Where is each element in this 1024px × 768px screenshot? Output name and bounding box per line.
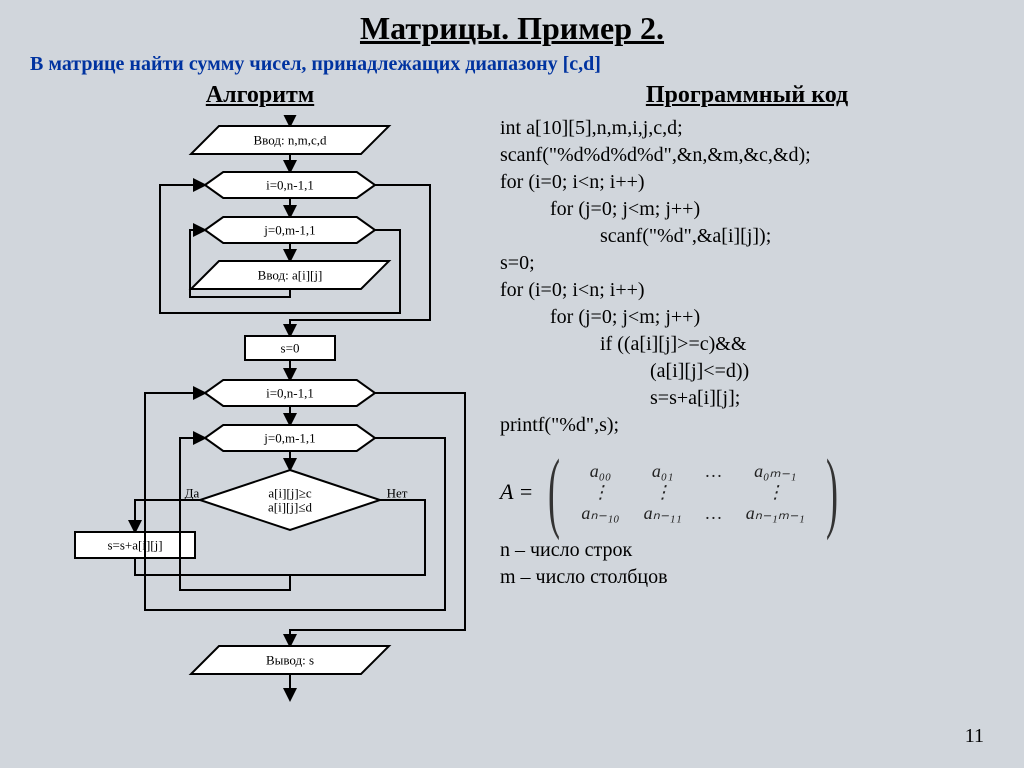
svg-text:Нет: Нет	[387, 486, 408, 501]
code-listing: int a[10][5],n,m,i,j,c,d; scanf("%d%d%d%…	[500, 115, 994, 439]
paren-left-icon: (	[548, 457, 560, 527]
page-number: 11	[965, 725, 984, 748]
code-heading: Программный код	[500, 82, 994, 109]
slide: Матрицы. Пример 2. В матрице найти сумму…	[0, 0, 1024, 768]
svg-text:Вывод: s: Вывод: s	[266, 653, 314, 668]
svg-text:s=0: s=0	[281, 341, 300, 356]
paren-right-icon: )	[826, 457, 838, 527]
svg-text:a[i][j]≤d: a[i][j]≤d	[268, 500, 312, 515]
svg-text:j=0,m-1,1: j=0,m-1,1	[263, 223, 315, 238]
svg-text:Ввод: n,m,c,d: Ввод: n,m,c,d	[254, 133, 327, 148]
matrix-display: A = ( a₀₀a₀₁…a₀ₘ₋₁⋮⋮⋮aₙ₋₁₀aₙ₋₁₁…aₙ₋₁ₘ₋₁ …	[500, 457, 994, 527]
svg-text:Да: Да	[185, 486, 200, 501]
algorithm-heading: Алгоритм	[30, 82, 490, 109]
svg-text:a[i][j]≥c: a[i][j]≥c	[268, 485, 311, 500]
matrix-label: A =	[500, 479, 539, 505]
flowchart-diagram: Ввод: n,m,c,d i=0,n-1,1 j=0,m-1,1 Ввод: a[i…	[30, 115, 490, 715]
svg-text:i=0,n-1,1: i=0,n-1,1	[266, 178, 314, 193]
matrix-notes: n – число строкm – число столбцов	[500, 537, 994, 591]
slide-subtitle: В матрице найти сумму чисел, принадлежащ…	[30, 53, 994, 76]
svg-text:Ввод: a[i][j]: Ввод: a[i][j]	[258, 268, 323, 283]
code-column: Программный код int a[10][5],n,m,i,j,c,d…	[500, 82, 994, 720]
matrix-body: a₀₀a₀₁…a₀ₘ₋₁⋮⋮⋮aₙ₋₁₀aₙ₋₁₁…aₙ₋₁ₘ₋₁	[569, 461, 816, 524]
slide-title: Матрицы. Пример 2.	[30, 10, 994, 47]
svg-text:j=0,m-1,1: j=0,m-1,1	[263, 431, 315, 446]
svg-text:i=0,n-1,1: i=0,n-1,1	[266, 386, 314, 401]
svg-text:s=s+a[i][j]: s=s+a[i][j]	[107, 538, 162, 553]
algorithm-column: Алгоритм Ввод: n,m,c,d i=0,n-1,1 j=0,m-1,1…	[30, 82, 490, 720]
